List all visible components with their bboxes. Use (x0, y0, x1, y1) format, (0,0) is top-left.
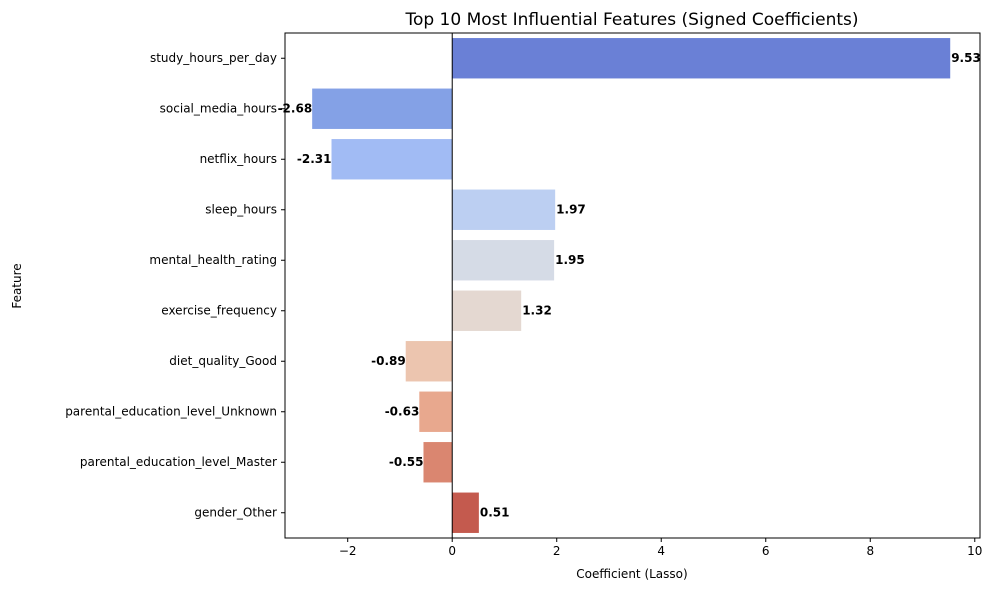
x-tick-label: 4 (657, 544, 665, 558)
plot-area: study_hours_per_day 9.53 social_media_hour… (65, 32, 982, 558)
data-label: -2.68 (278, 101, 313, 115)
y-tick-label: diet_quality_Good (169, 354, 277, 368)
y-tick-label: parental_education_level_Master (80, 455, 277, 469)
data-label: 9.53 (951, 51, 981, 65)
data-label: -0.55 (389, 455, 424, 469)
y-tick-label: parental_education_level_Unknown (65, 404, 277, 418)
data-label: -0.63 (385, 404, 420, 418)
plot-frame (284, 32, 981, 539)
y-tick-label: mental_health_rating (149, 253, 277, 267)
data-label: 0.51 (480, 505, 510, 519)
y-axis-label: Feature (10, 263, 24, 308)
x-tick-label: −2 (339, 544, 357, 558)
y-tick-label: sleep_hours (205, 202, 277, 216)
chart-title: Top 10 Most Influential Features (Signed… (404, 10, 858, 30)
x-tick-label: 0 (448, 544, 456, 558)
x-tick-label: 2 (553, 544, 561, 558)
data-label: 1.97 (556, 202, 586, 216)
data-label: -0.89 (371, 354, 406, 368)
bar (405, 341, 453, 382)
y-tick-label: study_hours_per_day (150, 51, 277, 65)
data-label: 1.95 (555, 253, 585, 267)
x-axis-label: Coefficient (Lasso) (576, 567, 687, 581)
bar (452, 492, 479, 533)
bar (452, 189, 556, 230)
bar (423, 442, 453, 483)
bar (452, 290, 522, 331)
bar (312, 88, 453, 129)
data-label: -2.31 (297, 152, 332, 166)
y-tick-label: exercise_frequency (161, 303, 277, 317)
bar (452, 240, 555, 281)
y-tick-label: netflix_hours (200, 152, 277, 166)
x-tick-label: 8 (866, 544, 874, 558)
y-tick-label: social_media_hours (160, 101, 277, 115)
data-label: 1.32 (522, 303, 552, 317)
bar (419, 391, 453, 432)
x-tick-label: 10 (967, 544, 982, 558)
y-tick-label: gender_Other (194, 505, 277, 519)
x-tick-label: 6 (762, 544, 770, 558)
bar (331, 139, 453, 180)
bar (452, 38, 951, 79)
